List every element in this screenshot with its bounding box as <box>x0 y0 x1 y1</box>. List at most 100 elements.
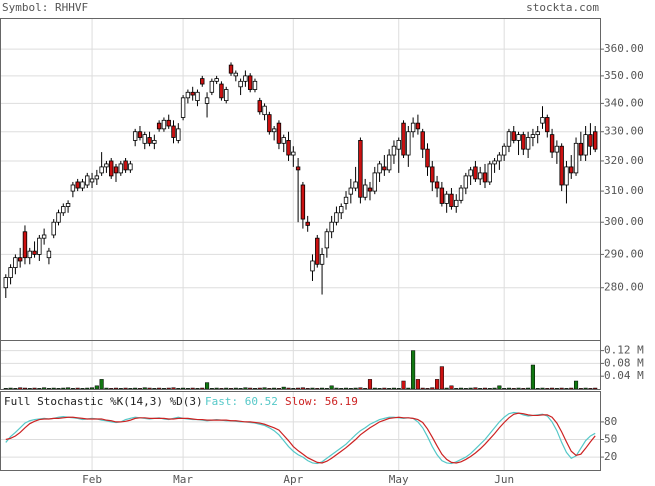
candle-body <box>161 119 167 130</box>
volume-bar <box>435 379 440 390</box>
candle-body <box>118 163 123 174</box>
volume-bar <box>248 387 253 390</box>
volume-bar <box>75 387 80 390</box>
volume-bar <box>219 388 224 390</box>
volume-bar <box>228 388 234 390</box>
candle-body <box>554 145 560 153</box>
candle-body <box>310 260 315 272</box>
volume-bar <box>569 387 574 390</box>
candle-body <box>214 78 219 82</box>
volume-bar <box>353 387 358 390</box>
volume-bar <box>578 388 583 390</box>
volume-bar <box>224 387 229 390</box>
candle-body <box>454 199 459 207</box>
y-tick-label: 300.00 <box>604 215 644 228</box>
volume-bar <box>18 387 23 390</box>
volume-bar <box>358 387 363 390</box>
candle-body <box>195 91 200 102</box>
candle-body <box>449 193 454 207</box>
x-tick-label: Apr <box>283 473 303 486</box>
y-tick-label: 310.00 <box>604 184 644 197</box>
candle-body <box>401 122 406 156</box>
volume-bar <box>343 387 349 390</box>
candle-body <box>339 206 344 214</box>
volume-bar <box>238 388 243 390</box>
candle-body <box>65 203 71 207</box>
volume-bar <box>291 388 296 390</box>
volume-bar <box>396 388 401 390</box>
volume-bar <box>363 388 368 390</box>
volume-bar <box>454 388 459 390</box>
volume-bar <box>46 388 51 390</box>
candle-body <box>386 154 392 171</box>
chart-title: Symbol: RHHVF <box>2 1 88 14</box>
candle-body <box>477 172 483 180</box>
volume-bar <box>482 387 488 390</box>
candle-body <box>305 221 310 226</box>
volume-bar <box>372 387 377 390</box>
volume-bar <box>133 387 138 390</box>
volume-bar <box>252 388 258 390</box>
candle-body <box>377 163 382 174</box>
volume-bar <box>94 385 99 390</box>
candle-body <box>497 154 502 162</box>
candle-body <box>396 140 401 150</box>
volume-bar <box>487 388 492 390</box>
volume-bar <box>310 387 315 390</box>
candle-body <box>473 166 478 180</box>
candle-body <box>415 122 421 130</box>
candle-body <box>176 128 181 141</box>
stochastic-line <box>5 412 596 464</box>
candle-body <box>439 187 445 204</box>
candle-body <box>123 160 128 171</box>
volume-bar <box>348 388 353 390</box>
volume-frame <box>0 340 601 390</box>
volume-bar <box>176 388 181 390</box>
volume-bar <box>37 388 42 390</box>
volume-bar <box>272 387 277 390</box>
candle-body <box>583 134 588 156</box>
volume-bar <box>583 387 588 390</box>
candle-body <box>233 72 239 77</box>
candle-body <box>3 277 8 289</box>
candle-body <box>367 187 373 192</box>
candle-body <box>434 181 440 189</box>
volume-bar <box>492 387 497 390</box>
volume-bar <box>80 388 85 390</box>
volume-bar <box>296 387 301 390</box>
volume-bar <box>66 387 71 390</box>
y-tick-label: 290.00 <box>604 247 644 260</box>
candle-body <box>319 254 325 265</box>
volume-bar <box>425 388 430 390</box>
candle-body <box>501 145 507 156</box>
volume-bar <box>526 387 531 390</box>
candle-body <box>334 212 339 223</box>
candle-body <box>521 134 526 150</box>
volume-bar <box>511 388 516 390</box>
stochastic-tick-label: 80 <box>604 415 617 428</box>
candle-body <box>276 122 282 144</box>
volume-bar <box>161 388 166 390</box>
candle-body <box>286 140 291 156</box>
candle-body <box>190 91 195 96</box>
volume-bar <box>286 387 291 390</box>
candle-body <box>506 131 512 147</box>
candle-body <box>444 193 449 204</box>
candle-body <box>156 122 162 130</box>
candle-body <box>104 163 109 168</box>
candle-body <box>430 166 435 183</box>
volume-bar <box>516 387 521 390</box>
candle-body <box>482 172 488 183</box>
candle-body <box>238 80 243 88</box>
volume-bar <box>56 388 61 390</box>
volume-bar <box>209 388 214 390</box>
candle-body <box>300 184 306 220</box>
candle-body <box>137 131 143 138</box>
candle-body <box>410 122 416 133</box>
volume-bar <box>99 379 104 390</box>
volume-bar <box>377 388 382 390</box>
volume-bar <box>214 387 219 390</box>
volume-bar <box>27 388 32 390</box>
candle-body <box>329 221 334 233</box>
